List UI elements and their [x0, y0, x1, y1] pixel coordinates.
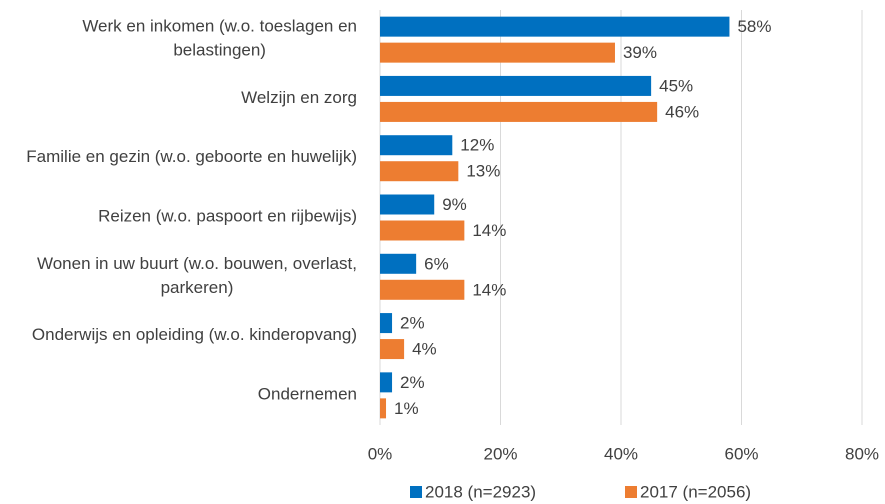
label-line: Werk en inkomen (w.o. toeslagen en [82, 17, 357, 36]
bar [380, 135, 453, 156]
data-label: 46% [665, 102, 699, 121]
y-tick-label: Wonen in uw buurt (w.o. bouwen, overlast… [37, 254, 357, 297]
label-line: Reizen (w.o. paspoort en rijbewijs) [98, 207, 357, 226]
bar [380, 101, 658, 122]
x-tick-label: 20% [483, 444, 517, 463]
legend-label: 2018 (n=2923) [425, 482, 536, 501]
data-label: 45% [659, 76, 693, 95]
data-label: 14% [472, 280, 506, 299]
label-line: belastingen) [173, 41, 266, 60]
bar [380, 339, 405, 360]
y-tick-label: Welzijn en zorg [241, 88, 357, 107]
data-label: 4% [412, 340, 437, 359]
x-tick-label: 80% [845, 444, 879, 463]
data-label: 9% [442, 195, 467, 214]
x-tick-label: 0% [368, 444, 393, 463]
data-label: 1% [394, 399, 419, 418]
x-tick-label: 60% [724, 444, 758, 463]
bar [380, 313, 393, 334]
bar [380, 75, 652, 96]
label-line: parkeren) [161, 278, 234, 297]
data-label: 12% [460, 136, 494, 155]
label-line: Wonen in uw buurt (w.o. bouwen, overlast… [37, 254, 357, 273]
bar [380, 372, 393, 393]
bar [380, 194, 435, 215]
data-label: 6% [424, 254, 449, 273]
data-label: 58% [737, 17, 771, 36]
legend-label: 2017 (n=2056) [640, 482, 751, 501]
x-tick-label: 40% [604, 444, 638, 463]
data-label: 2% [400, 314, 425, 333]
bar [380, 279, 465, 300]
data-label: 2% [400, 373, 425, 392]
y-tick-label: Onderwijs en opleiding (w.o. kinderopvan… [32, 326, 357, 345]
label-line: Onderwijs en opleiding (w.o. kinderopvan… [32, 326, 357, 345]
y-tick-label: Familie en gezin (w.o. geboorte en huwel… [26, 148, 357, 167]
bar [380, 42, 615, 63]
data-label: 13% [466, 162, 500, 181]
y-tick-label: Werk en inkomen (w.o. toeslagen en belast… [82, 17, 357, 60]
bar [380, 253, 417, 274]
legend-swatch [625, 486, 637, 498]
bar [380, 161, 459, 182]
label-line: Ondernemen [258, 385, 357, 404]
label-line: Welzijn en zorg [241, 88, 357, 107]
label-line: Familie en gezin (w.o. geboorte en huwel… [26, 148, 357, 167]
y-tick-label: Reizen (w.o. paspoort en rijbewijs) [98, 207, 357, 226]
bar [380, 220, 465, 241]
data-label: 39% [623, 43, 657, 62]
data-label: 14% [472, 221, 506, 240]
bar [380, 16, 730, 37]
y-tick-label: Ondernemen [258, 385, 357, 404]
legend-swatch [410, 486, 422, 498]
bar [380, 398, 387, 419]
